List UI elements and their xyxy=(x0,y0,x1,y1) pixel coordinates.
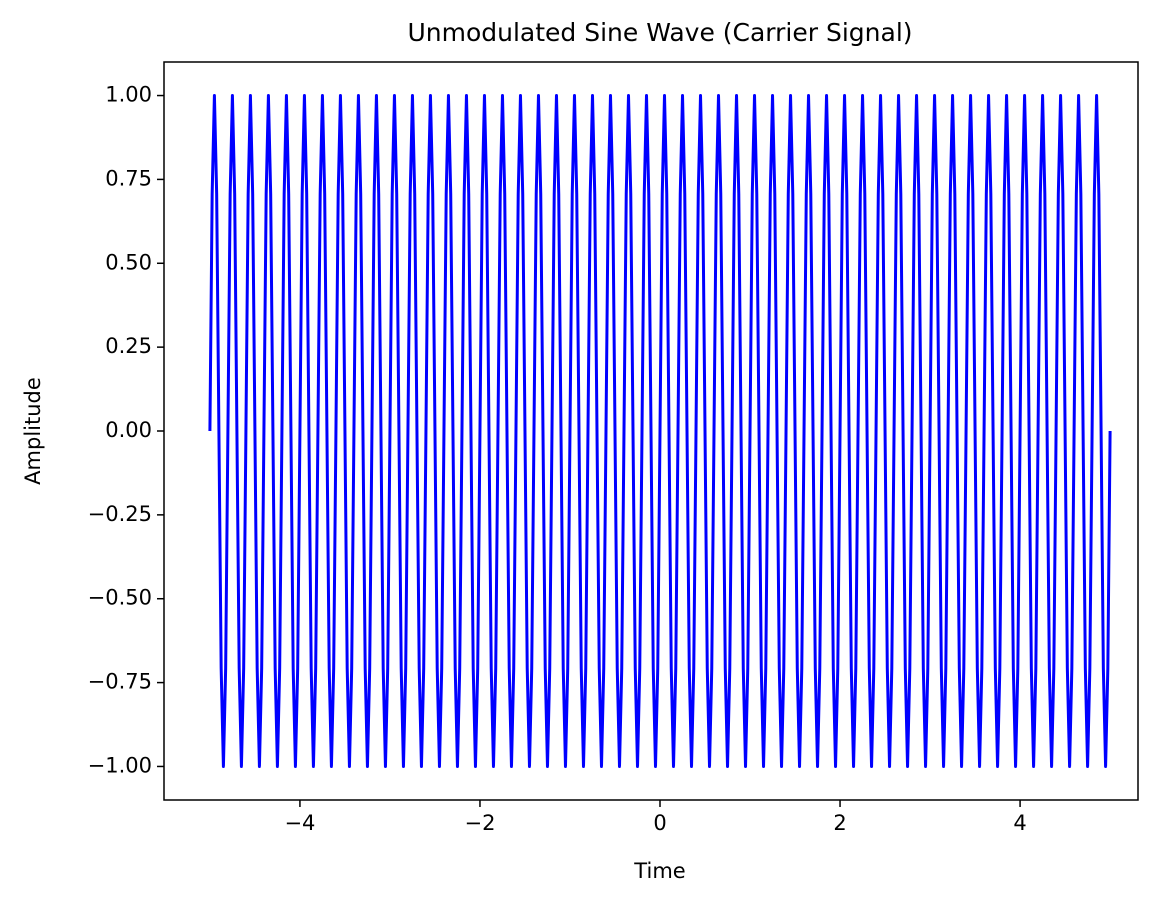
plot-frame xyxy=(163,61,1139,801)
x-tick-label: −2 xyxy=(464,811,495,835)
sine-line xyxy=(208,94,1112,768)
y-tick-label: 0.75 xyxy=(105,166,152,190)
x-tick-label: 4 xyxy=(1013,811,1026,835)
x-tick-label: −4 xyxy=(284,811,315,835)
x-tick-label: 0 xyxy=(653,811,666,835)
y-tick-label: −1.00 xyxy=(88,753,152,777)
y-axis-label: Amplitude xyxy=(21,377,45,485)
x-axis-label: Time xyxy=(633,859,685,883)
y-tick-label: 0.00 xyxy=(105,418,152,442)
y-tick-label: −0.75 xyxy=(88,670,152,694)
y-tick-label: −0.25 xyxy=(88,502,152,526)
y-tick-label: −0.50 xyxy=(88,586,152,610)
y-tick-label: 0.50 xyxy=(105,250,152,274)
y-tick-label: 1.00 xyxy=(105,83,152,107)
x-tick-label: 2 xyxy=(833,811,846,835)
y-tick-label: 0.25 xyxy=(105,334,152,358)
chart-title: Unmodulated Sine Wave (Carrier Signal) xyxy=(407,18,912,47)
